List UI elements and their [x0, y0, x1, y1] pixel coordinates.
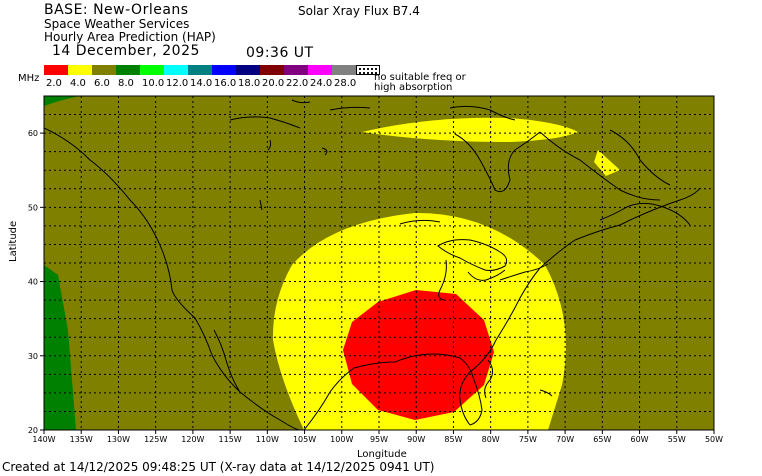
map-area	[44, 96, 714, 430]
no-freq-line1: no suitable freq or	[374, 72, 466, 83]
legend-label: 6.0	[94, 78, 110, 89]
legend-swatch-28-0	[332, 65, 356, 75]
x-tick-label: 85W	[444, 435, 462, 444]
x-tick-label: 125W	[144, 435, 167, 444]
legend-swatch-12-0	[164, 65, 188, 75]
x-tick-label: 70W	[556, 435, 574, 444]
legend-label: 14.0	[190, 78, 213, 89]
x-tick-label: 105W	[293, 435, 316, 444]
y-tick-label: 60	[28, 129, 38, 138]
x-tick-label: 130W	[107, 435, 130, 444]
no-freq-note: no suitable freq or high absorption	[374, 73, 466, 93]
legend-swatch-24-0	[308, 65, 332, 75]
legend-swatch-20-0	[260, 65, 284, 75]
legend-label: 10.0	[142, 78, 165, 89]
forecast-time: 09:36 UT	[246, 45, 314, 61]
x-tick-label: 55W	[668, 435, 686, 444]
x-tick-label: 115W	[219, 435, 242, 444]
creation-timestamp: Created at 14/12/2025 09:48:25 UT (X-ray…	[2, 460, 435, 474]
legend-label: 16.0	[214, 78, 237, 89]
legend-label: 18.0	[238, 78, 261, 89]
legend-label: 22.0	[286, 78, 309, 89]
y-tick-label: 30	[28, 352, 38, 361]
x-tick-label: 80W	[482, 435, 500, 444]
legend-swatch-14-0	[188, 65, 212, 75]
legend-unit: MHz	[18, 73, 40, 84]
legend-swatch-4-0	[68, 65, 92, 75]
x-tick-label: 90W	[407, 435, 425, 444]
y-tick-label: 40	[28, 278, 38, 287]
legend-swatch-6-0	[92, 65, 116, 75]
green-region-west	[44, 96, 80, 430]
legend-label: 28.0	[334, 78, 357, 89]
legend-label: 4.0	[70, 78, 86, 89]
coastlines	[44, 99, 701, 430]
legend-label: 24.0	[310, 78, 333, 89]
x-tick-label: 95W	[370, 435, 388, 444]
lat-lon-grid	[44, 96, 714, 430]
legend-label: 8.0	[118, 78, 134, 89]
x-tick-label: 135W	[70, 435, 93, 444]
x-tick-label: 50W	[705, 435, 723, 444]
product-name: Hourly Area Prediction (HAP)	[44, 30, 216, 44]
yellow-region-north	[362, 117, 578, 142]
no-freq-line2: high absorption	[374, 82, 453, 93]
legend-swatch-2-0	[44, 65, 68, 75]
y-tick-label: 50	[28, 203, 38, 212]
x-tick-label: 75W	[519, 435, 537, 444]
legend-swatch-10-0	[140, 65, 164, 75]
x-axis-label: Longitude	[357, 449, 407, 460]
legend-swatch-8-0	[116, 65, 140, 75]
x-tick-label: 100W	[330, 435, 353, 444]
x-tick-label: 120W	[181, 435, 204, 444]
x-tick-label: 140W	[32, 435, 55, 444]
axis-ticks: 140W 135W 130W 125W 120W 115W 110W 105W 100W 95W 9…	[28, 129, 723, 444]
base-title: BASE: New-Orleans	[44, 2, 189, 18]
y-axis-label: Latitude	[8, 220, 19, 262]
x-tick-label: 60W	[631, 435, 649, 444]
legend-swatch-no-freq	[356, 65, 380, 75]
legend-label: 12.0	[166, 78, 189, 89]
frequency-legend	[44, 65, 380, 75]
x-tick-label: 65W	[593, 435, 611, 444]
forecast-date: 14 December, 2025	[52, 43, 200, 59]
legend-swatch-22-0	[284, 65, 308, 75]
yellow-region-labrador	[594, 150, 620, 176]
service-name: Space Weather Services	[44, 17, 190, 31]
legend-label: 2.0	[46, 78, 62, 89]
x-tick-label: 110W	[256, 435, 279, 444]
legend-label: 20.0	[262, 78, 285, 89]
xray-flux-label: Solar Xray Flux B7.4	[298, 4, 420, 18]
legend-swatch-16-0	[212, 65, 236, 75]
legend-swatch-18-0	[236, 65, 260, 75]
y-tick-label: 20	[28, 426, 38, 435]
